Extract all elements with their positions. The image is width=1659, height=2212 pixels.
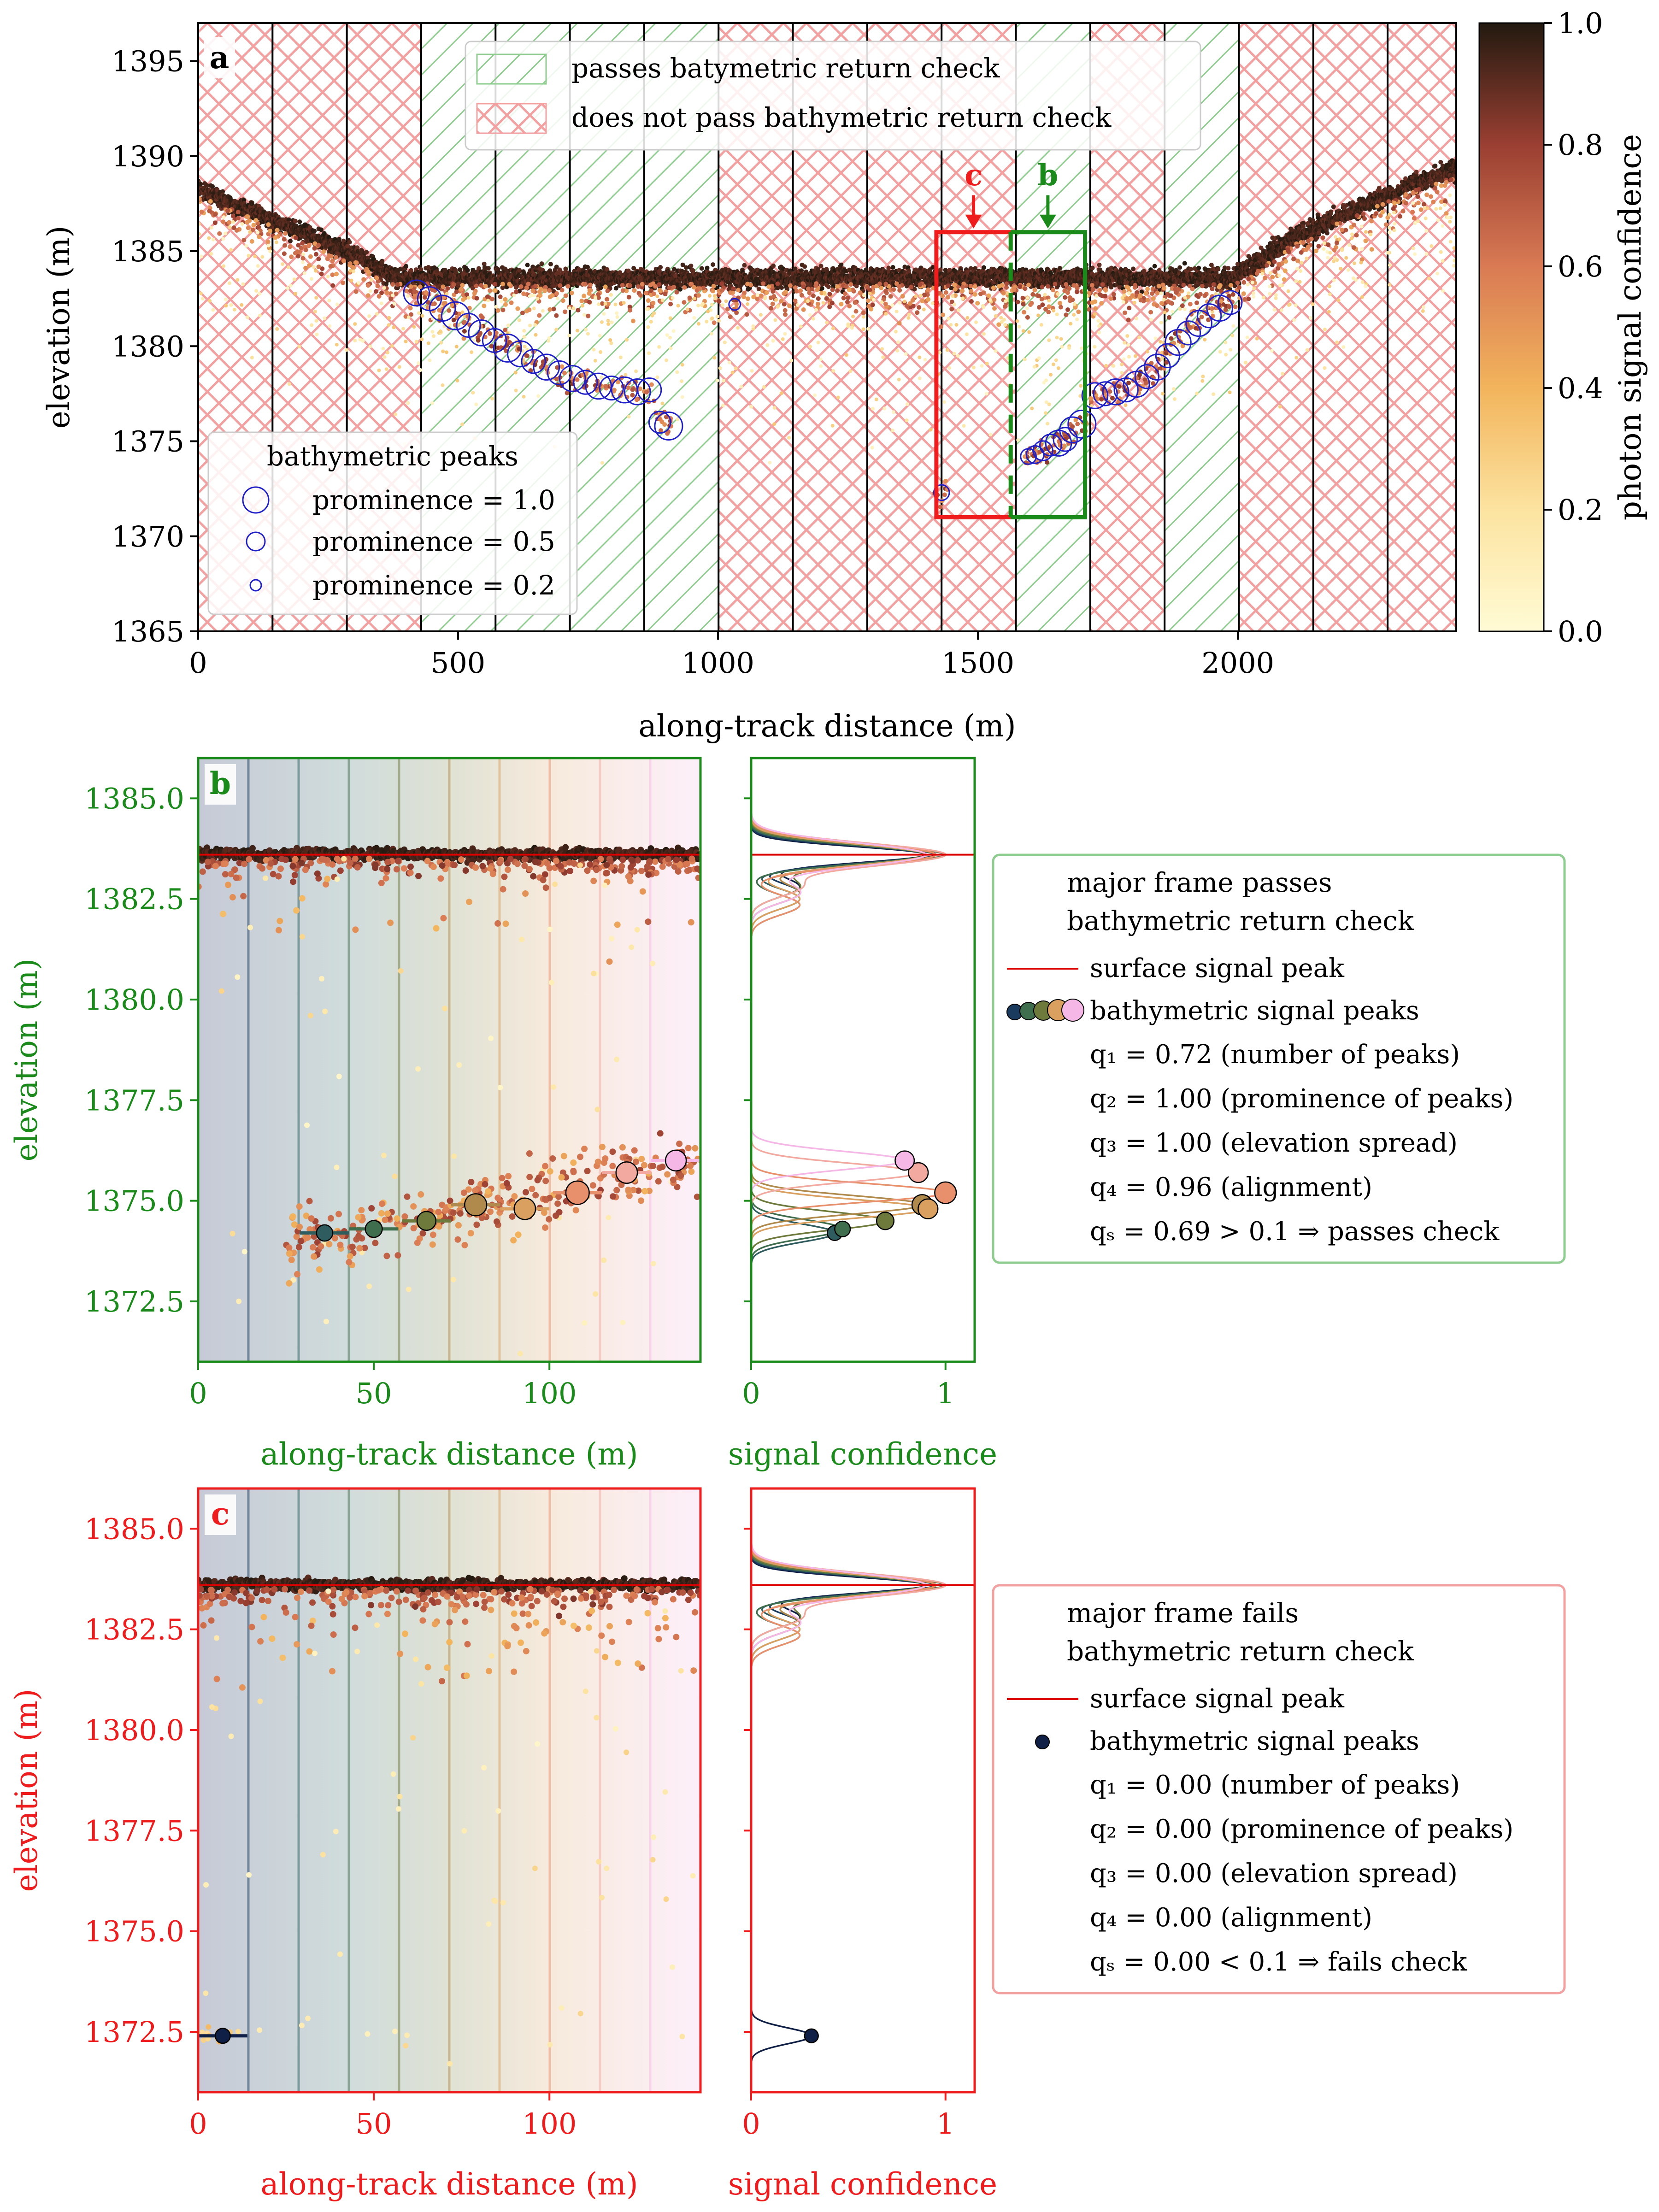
- photon: [1216, 267, 1221, 272]
- photon: [312, 229, 317, 234]
- photon: [1196, 265, 1201, 271]
- photon: [379, 260, 384, 265]
- photon: [982, 265, 987, 270]
- photon: [818, 264, 824, 269]
- photon: [1182, 261, 1187, 266]
- photon: [699, 266, 704, 271]
- photon: [355, 245, 360, 250]
- photon: [938, 267, 943, 272]
- photon: [1188, 267, 1193, 272]
- photon: [1177, 265, 1182, 270]
- photon: [347, 240, 352, 245]
- photon: [1057, 265, 1062, 271]
- photon: [525, 263, 530, 268]
- photon: [365, 255, 371, 260]
- photon: [364, 250, 369, 255]
- photon: [678, 287, 683, 292]
- photon: [345, 243, 350, 248]
- photon: [890, 265, 895, 270]
- photon: [458, 267, 463, 272]
- photon: [249, 201, 254, 206]
- photon: [293, 218, 298, 224]
- frame-hatch-fail: [1313, 23, 1388, 631]
- photon: [319, 227, 324, 232]
- photon: [802, 264, 807, 269]
- photon: [826, 284, 831, 289]
- photon: [286, 217, 291, 222]
- photon: [404, 264, 409, 269]
- photon: [297, 219, 302, 224]
- photon: [539, 261, 544, 266]
- photon: [1226, 265, 1231, 271]
- photon: [548, 262, 553, 267]
- photon: [418, 267, 424, 272]
- photon: [1131, 266, 1136, 271]
- photon: [688, 263, 694, 268]
- photon: [198, 182, 203, 187]
- photon: [409, 268, 414, 273]
- photon: [864, 267, 869, 272]
- photon: [326, 235, 331, 240]
- photon: [288, 239, 293, 244]
- photon: [465, 268, 470, 273]
- photon: [658, 265, 663, 270]
- photon: [779, 285, 784, 290]
- photon: [205, 183, 210, 188]
- photon: [711, 262, 716, 267]
- photon: [486, 266, 491, 271]
- frame-hatch-fail: [1388, 23, 1456, 631]
- photon: [1090, 265, 1095, 271]
- photon: [705, 265, 710, 271]
- photon: [471, 269, 477, 274]
- photon: [384, 282, 389, 287]
- photon: [322, 231, 327, 236]
- photon: [517, 268, 522, 273]
- photon: [1097, 262, 1102, 267]
- photon: [771, 263, 776, 268]
- photon: [819, 286, 824, 291]
- photon-cloud: [198, 158, 1456, 509]
- photon: [839, 262, 844, 267]
- photon: [742, 263, 747, 268]
- frame-hatch-fail: [1239, 23, 1313, 631]
- photon: [435, 269, 440, 274]
- photon: [1152, 264, 1157, 269]
